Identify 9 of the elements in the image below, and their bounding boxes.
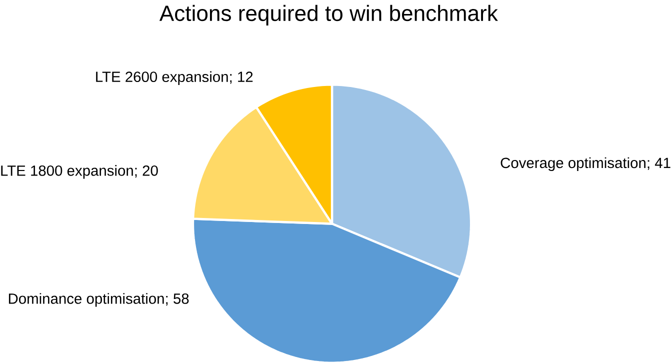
slice-label: Coverage optimisation bbox=[500, 157, 646, 172]
slice-label: Dominance optimisation bbox=[8, 293, 164, 307]
chart-title: Actions required to win benchmark bbox=[159, 4, 498, 26]
data-label: ; 12 bbox=[230, 72, 253, 84]
data-label: ; 41 bbox=[648, 158, 670, 170]
data-label: ; 20 bbox=[135, 165, 158, 178]
slice-label: LTE 1800 expansion bbox=[1, 165, 133, 179]
slice-label: LTE 2600 expansion bbox=[96, 71, 228, 85]
data-label: ; 58 bbox=[166, 293, 189, 306]
